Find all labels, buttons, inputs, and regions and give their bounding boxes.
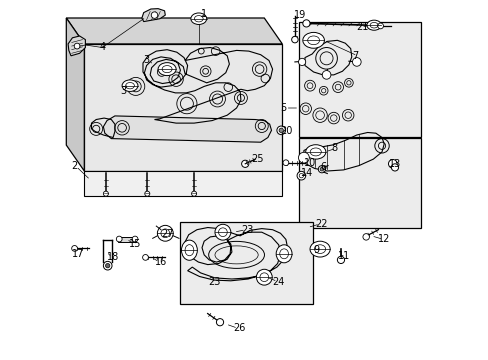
Circle shape: [279, 128, 283, 132]
Text: 3: 3: [143, 55, 149, 66]
Circle shape: [105, 264, 110, 268]
Text: 12: 12: [378, 234, 390, 244]
Ellipse shape: [122, 80, 138, 91]
Text: 4: 4: [100, 42, 106, 52]
Circle shape: [322, 71, 330, 79]
Ellipse shape: [190, 13, 206, 24]
Circle shape: [116, 236, 122, 242]
Circle shape: [132, 236, 138, 242]
Text: 23: 23: [207, 276, 220, 287]
Ellipse shape: [181, 240, 197, 260]
Bar: [180, 222, 312, 304]
Polygon shape: [66, 18, 84, 171]
Ellipse shape: [366, 20, 381, 30]
Text: 2: 2: [71, 161, 77, 171]
Circle shape: [377, 23, 383, 29]
Polygon shape: [84, 44, 282, 171]
Ellipse shape: [276, 245, 291, 263]
Circle shape: [241, 160, 248, 167]
Text: 10: 10: [303, 158, 316, 168]
Bar: [84, 171, 282, 196]
Circle shape: [296, 171, 305, 180]
Circle shape: [337, 256, 344, 264]
Polygon shape: [66, 18, 282, 44]
Circle shape: [144, 191, 149, 196]
Ellipse shape: [302, 32, 324, 48]
Circle shape: [291, 36, 298, 43]
Text: 9: 9: [313, 245, 319, 255]
Text: 5: 5: [280, 103, 286, 113]
Circle shape: [151, 12, 158, 18]
Circle shape: [191, 191, 196, 196]
Circle shape: [72, 246, 77, 251]
Text: 1: 1: [201, 9, 207, 19]
Circle shape: [318, 166, 325, 173]
Ellipse shape: [305, 145, 325, 159]
Circle shape: [362, 234, 368, 240]
Ellipse shape: [158, 63, 176, 76]
Text: 14: 14: [301, 168, 313, 178]
Text: 7: 7: [352, 51, 358, 61]
Text: 18: 18: [107, 252, 119, 262]
Text: 19: 19: [294, 10, 306, 20]
Circle shape: [298, 58, 305, 66]
Circle shape: [352, 58, 361, 66]
Text: 15: 15: [129, 239, 142, 249]
Text: 23: 23: [241, 225, 253, 235]
Circle shape: [283, 160, 288, 166]
Bar: [118, 237, 136, 242]
Polygon shape: [142, 9, 165, 22]
Circle shape: [320, 167, 323, 171]
Text: 16: 16: [154, 257, 166, 267]
Circle shape: [387, 159, 396, 168]
Text: 13: 13: [388, 159, 401, 169]
Text: 22: 22: [314, 219, 327, 229]
Ellipse shape: [157, 225, 173, 241]
Circle shape: [390, 164, 398, 171]
Circle shape: [103, 261, 112, 270]
Text: 26: 26: [232, 323, 245, 333]
Circle shape: [103, 191, 108, 196]
Ellipse shape: [256, 269, 272, 285]
Bar: [298, 22, 420, 137]
Circle shape: [216, 319, 223, 326]
Circle shape: [276, 126, 285, 135]
Circle shape: [142, 255, 148, 260]
Polygon shape: [68, 36, 85, 56]
Text: 25: 25: [250, 154, 263, 164]
Circle shape: [74, 43, 80, 49]
Text: 27: 27: [161, 229, 173, 239]
Circle shape: [302, 20, 309, 27]
Ellipse shape: [309, 241, 329, 257]
Text: 8: 8: [330, 143, 336, 153]
Text: 6: 6: [320, 162, 326, 172]
Circle shape: [298, 152, 309, 163]
Bar: [298, 138, 420, 228]
Text: 20: 20: [279, 126, 291, 136]
Ellipse shape: [215, 224, 230, 240]
Polygon shape: [103, 116, 271, 142]
Text: 24: 24: [272, 276, 285, 287]
Text: 17: 17: [72, 249, 84, 259]
Text: 3: 3: [121, 86, 126, 96]
Text: 21: 21: [355, 22, 368, 32]
Text: 11: 11: [337, 251, 349, 261]
